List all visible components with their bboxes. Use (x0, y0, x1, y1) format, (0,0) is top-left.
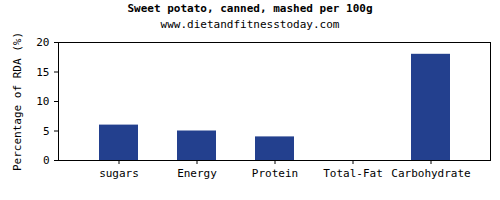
svg-text:Percentage of RDA (%): Percentage of RDA (%) (11, 34, 24, 171)
svg-text:0: 0 (43, 154, 50, 167)
svg-text:Carbohydrate: Carbohydrate (391, 167, 470, 180)
html-text:www.dietandfitnesstoday.com: www.dietandfitnesstoday.com (160, 18, 340, 31)
svg-text:Total-Fat: Total-Fat (323, 167, 383, 180)
html-text:Sweet potato, canned, mashed p: Sweet potato, canned, mashed per 100g (127, 2, 373, 15)
svg-text:Energy: Energy (177, 167, 217, 180)
svg-text:sugars: sugars (99, 167, 139, 180)
svg-text:20: 20 (36, 36, 49, 49)
svg-text:15: 15 (36, 66, 49, 79)
svg-text:10: 10 (36, 95, 49, 108)
svg-text:Protein: Protein (252, 167, 298, 180)
svg-text:5: 5 (43, 125, 50, 138)
